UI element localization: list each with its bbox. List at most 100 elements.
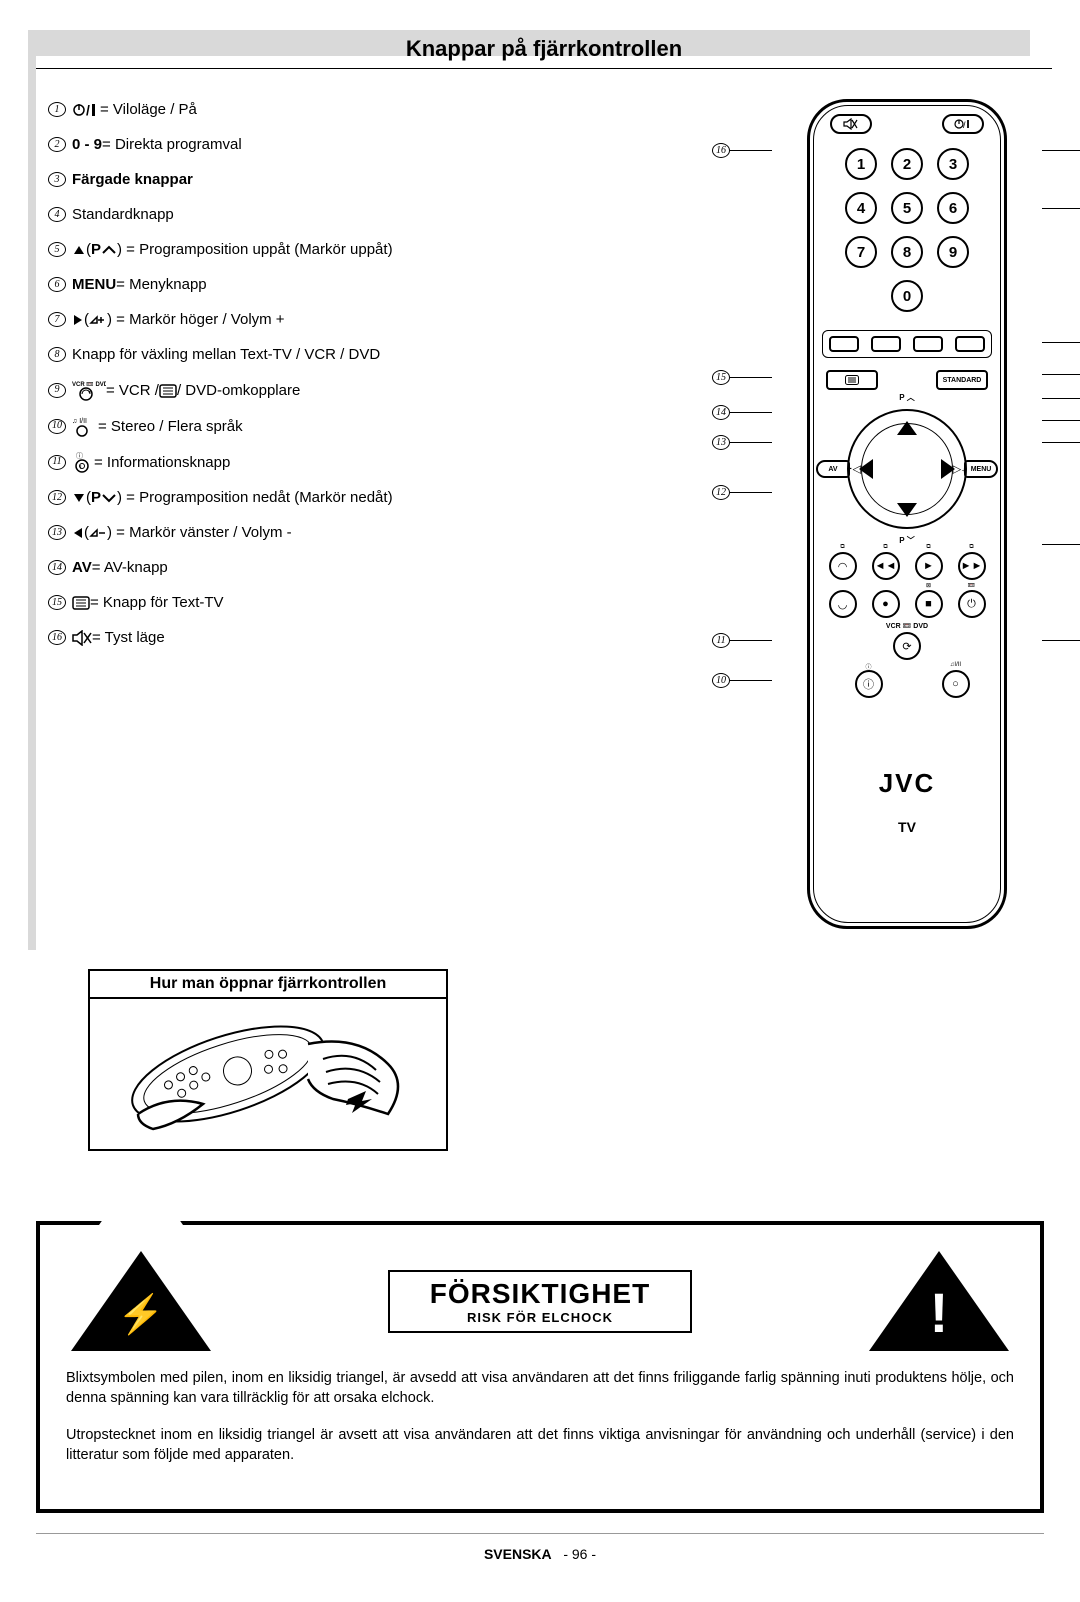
page-title: Knappar på fjärrkontrollen	[36, 30, 1052, 69]
legend-num: 2	[48, 137, 66, 152]
svg-text:ⓘ: ⓘ	[76, 452, 83, 460]
key-7[interactable]: 7	[845, 236, 877, 268]
btn-pause[interactable]: 📼⏻	[958, 590, 986, 618]
caution-box: ⚡ FÖRSIKTIGHET RISK FÖR ELCHOCK ! Blixts…	[36, 1221, 1044, 1513]
p-up-label: P ︿	[899, 392, 914, 403]
callout-12: 12	[712, 485, 772, 500]
content-row: 1 / = Viloläge / På 2 0 - 9 = Direkta pro…	[48, 99, 1052, 929]
menu-button[interactable]: MENU	[964, 460, 998, 478]
legend-item-15: 15 = Knapp för Text-TV	[48, 592, 738, 613]
legend-item-1: 1 / = Viloläge / På	[48, 99, 738, 120]
footer-page: - 96 -	[563, 1546, 596, 1562]
legend-item-11: 11 ⓘi = Informationsknapp	[48, 451, 738, 473]
legend-num: 11	[48, 455, 66, 470]
legend-item-4: 4 Standardknapp	[48, 204, 738, 225]
down-icon	[72, 487, 86, 508]
vol-minus-icon	[89, 522, 107, 543]
caution-title: FÖRSIKTIGHET	[430, 1278, 650, 1310]
legend-num: 7	[48, 312, 66, 327]
color-button-row	[822, 330, 992, 358]
key-8[interactable]: 8	[891, 236, 923, 268]
info-button[interactable]: ⓘⓘ	[855, 670, 883, 698]
legend-num: 14	[48, 560, 66, 575]
key-4[interactable]: 4	[845, 192, 877, 224]
legend-item-13: 13 () = Markör vänster / Volym -	[48, 522, 738, 543]
teletext-icon	[845, 375, 859, 385]
open-remote-box: Hur man öppnar fjärrkontrollen	[88, 969, 448, 1151]
legend-item-8: 8 Knapp för växling mellan Text-TV / VCR…	[48, 344, 738, 365]
btn-stop[interactable]: ⊠■	[915, 590, 943, 618]
svg-text:/: /	[963, 120, 966, 130]
callout-15: 15	[712, 370, 772, 385]
callout-16: 16	[712, 143, 772, 158]
chev-down-icon	[101, 487, 117, 508]
callout-5: 5	[1042, 391, 1080, 406]
btn-rewind[interactable]: ⧉◄◄	[872, 552, 900, 580]
legend-item-12: 12 (P) = Programposition nedåt (Markör n…	[48, 487, 738, 508]
key-6[interactable]: 6	[937, 192, 969, 224]
legend-list: 1 / = Viloläge / På 2 0 - 9 = Direkta pro…	[48, 99, 738, 929]
exclamation-triangle-icon: !	[864, 1251, 1014, 1351]
right-icon	[72, 309, 84, 330]
dpad-down[interactable]	[897, 503, 917, 517]
btn-reveal[interactable]: ⧉◠	[829, 552, 857, 580]
legend-item-5: 5 (P) = Programposition uppåt (Markör up…	[48, 239, 738, 260]
legend-num: 1	[48, 102, 66, 117]
brand-logo: JVC	[822, 768, 992, 799]
mute-button[interactable]	[830, 114, 872, 134]
color-button-red[interactable]	[829, 336, 859, 352]
vcr-dvd-icon: VCR 📼 DVD	[72, 379, 106, 401]
vol-minus-icon: ⁃◁	[847, 463, 861, 476]
dpad-area: P ︿ AV MENU ⁃◁	[822, 394, 992, 544]
chev-up-icon	[101, 239, 117, 260]
vcr-dvd-switch[interactable]: ⟳	[893, 632, 921, 660]
color-button-yellow[interactable]	[913, 336, 943, 352]
stereo-button[interactable]: ♫I/II○	[942, 670, 970, 698]
teletext-icon	[159, 380, 177, 401]
callout-6: 6	[1042, 413, 1080, 428]
vol-plus-icon	[89, 309, 107, 330]
key-9[interactable]: 9	[937, 236, 969, 268]
btn-record[interactable]: ●	[872, 590, 900, 618]
color-button-green[interactable]	[871, 336, 901, 352]
callout-11: 11	[712, 633, 772, 648]
open-remote-illustration	[90, 999, 446, 1149]
tv-label: TV	[822, 819, 992, 835]
btn-play[interactable]: ⧉►	[915, 552, 943, 580]
legend-item-2: 2 0 - 9 = Direkta programval	[48, 134, 738, 155]
legend-item-6: 6 MENU = Menyknapp	[48, 274, 738, 295]
legend-num: 15	[48, 595, 66, 610]
callout-14: 14	[712, 405, 772, 420]
power-button[interactable]: /	[942, 114, 984, 134]
teletext-button[interactable]	[826, 370, 878, 390]
btn-ff[interactable]: ⧉►►	[958, 552, 986, 580]
dpad-up[interactable]	[897, 421, 917, 435]
info-icon: ⓘi	[72, 451, 94, 473]
av-button[interactable]: AV	[816, 460, 850, 478]
key-3[interactable]: 3	[937, 148, 969, 180]
legend-num: 5	[48, 242, 66, 257]
legend-num: 13	[48, 525, 66, 540]
page-footer: SVENSKA - 96 -	[36, 1533, 1044, 1592]
key-2[interactable]: 2	[891, 148, 923, 180]
key-5[interactable]: 5	[891, 192, 923, 224]
dpad-left[interactable]	[859, 459, 873, 479]
color-button-blue[interactable]	[955, 336, 985, 352]
svg-text:VCR 📼 DVD: VCR 📼 DVD	[72, 381, 106, 388]
callout-4: 4	[1042, 367, 1080, 382]
mute-icon	[72, 627, 92, 648]
caution-para-2: Utropstecknet inom en liksidig triangel …	[66, 1426, 1014, 1465]
callout-7: 7	[1042, 435, 1080, 450]
hands-remote-icon	[108, 1004, 428, 1144]
standard-button[interactable]: STANDARD	[936, 370, 988, 390]
key-0[interactable]: 0	[891, 280, 923, 312]
btn-clock[interactable]: ◡	[829, 590, 857, 618]
vol-plus-icon: ▷₊	[953, 463, 967, 476]
svg-text:/: /	[86, 102, 90, 118]
callout-1: 1	[1042, 143, 1080, 158]
legend-num: 3	[48, 172, 66, 187]
svg-text:♫ I/II: ♫ I/II	[72, 418, 87, 425]
remote-column: 16151413121110 123456789 / 12	[762, 99, 1052, 929]
key-1[interactable]: 1	[845, 148, 877, 180]
vcr-dvd-label: VCR 📼 DVD	[822, 622, 992, 630]
